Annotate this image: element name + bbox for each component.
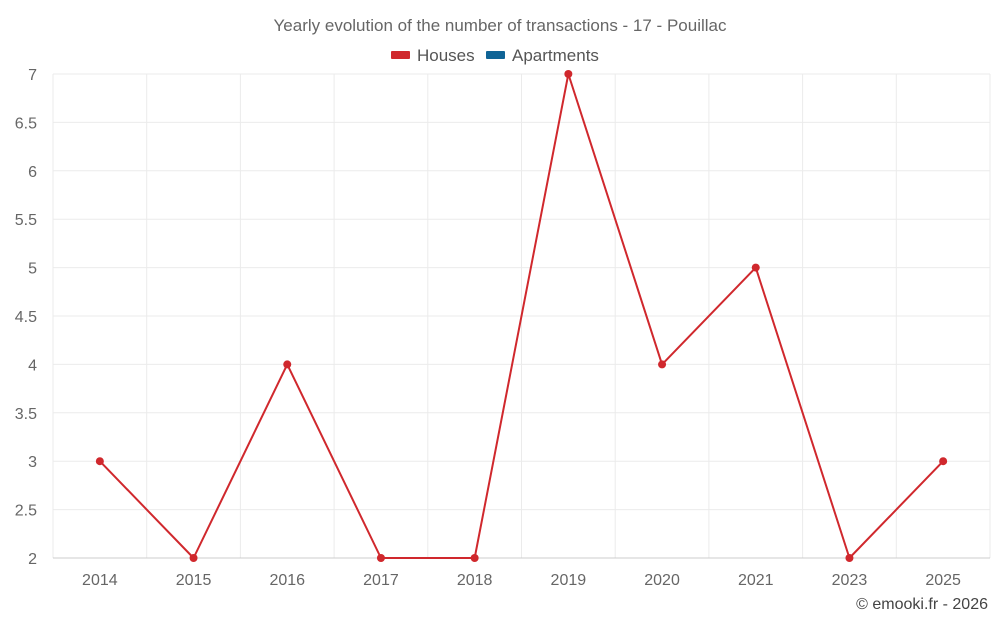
x-tick-label: 2018 <box>457 572 493 589</box>
x-tick-label: 2023 <box>832 572 868 589</box>
data-point[interactable] <box>95 457 104 466</box>
x-tick-label: 2016 <box>269 572 305 589</box>
y-tick-label: 5.5 <box>15 212 37 229</box>
x-tick-label: 2014 <box>82 572 118 589</box>
y-tick-label: 2.5 <box>15 503 37 520</box>
y-tick-label: 4.5 <box>15 309 37 326</box>
series-line-houses <box>99 73 944 559</box>
credit-text: © emooki.fr - 2026 <box>856 596 988 613</box>
legend-label-houses: Houses <box>417 46 475 65</box>
y-tick-label: 5 <box>28 261 37 278</box>
data-point[interactable] <box>845 554 854 562</box>
y-tick-label: 2 <box>28 551 37 568</box>
data-point[interactable] <box>376 554 385 562</box>
series-houses <box>95 70 948 562</box>
y-tick-label: 3.5 <box>15 406 37 423</box>
legend: Houses Apartments <box>391 46 599 65</box>
chart-title: Yearly evolution of the number of transa… <box>274 16 727 35</box>
x-tick-label: 2020 <box>644 572 680 589</box>
legend-item-apartments[interactable]: Apartments <box>486 46 599 65</box>
y-tick-label: 3 <box>28 454 37 471</box>
data-point[interactable] <box>564 70 573 78</box>
data-point[interactable] <box>658 360 667 369</box>
legend-swatch-apartments <box>486 51 505 59</box>
legend-swatch-houses <box>391 51 410 59</box>
x-tick-label: 2017 <box>363 572 399 589</box>
x-tick-label: 2025 <box>925 572 961 589</box>
x-tick-label: 2015 <box>176 572 212 589</box>
data-point[interactable] <box>470 554 479 562</box>
data-point[interactable] <box>751 263 760 272</box>
y-tick-label: 6.5 <box>15 115 37 132</box>
y-tick-label: 7 <box>28 67 37 84</box>
x-tick-label: 2019 <box>551 572 587 589</box>
data-point[interactable] <box>283 360 292 369</box>
data-point[interactable] <box>939 457 948 466</box>
y-tick-label: 4 <box>28 357 37 374</box>
y-axis-ticks: 2 2.5 3 3.5 4 4.5 5 5.5 6 6.5 7 <box>15 67 37 568</box>
x-tick-label: 2021 <box>738 572 774 589</box>
x-axis-ticks: 2014 2015 2016 2017 2018 2019 2020 2021 2023 2025 <box>82 572 961 589</box>
y-tick-label: 6 <box>28 164 37 181</box>
legend-label-apartments: Apartments <box>512 46 599 65</box>
legend-item-houses[interactable]: Houses <box>391 46 475 65</box>
data-point[interactable] <box>189 554 198 562</box>
